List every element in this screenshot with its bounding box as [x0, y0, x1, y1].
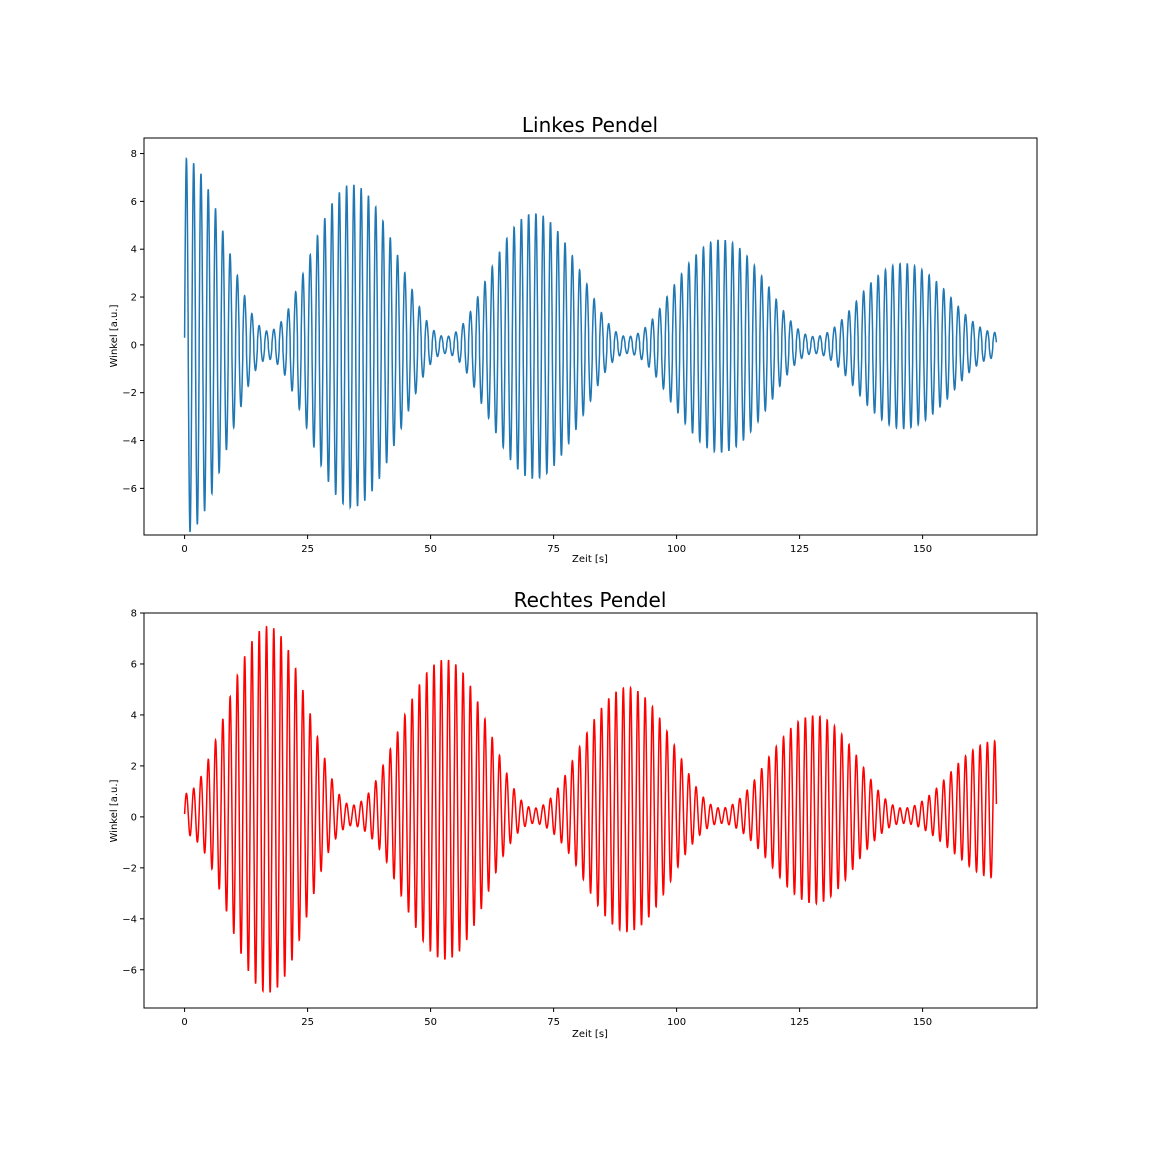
series-line-0 — [183, 625, 998, 994]
x-axis-label: Zeit [s] — [572, 554, 608, 565]
x-tick-label: 125 — [790, 544, 809, 555]
y-tick-label: 6 — [131, 197, 137, 208]
y-tick-label: 4 — [131, 245, 137, 256]
x-tick-label: 25 — [301, 544, 314, 555]
subplot-linkes-pendel: Linkes Pendel 0 25 50 75 100 125 150 −6 −4 −2 0 2 4… — [109, 113, 1038, 565]
axes-frame — [143, 137, 1038, 536]
plot-area — [183, 625, 998, 994]
x-tick-label: 125 — [790, 1017, 809, 1028]
y-tick-label: −2 — [122, 388, 137, 399]
y-tick-label: 0 — [131, 812, 137, 823]
x-axis-ticks: 0 25 50 75 100 125 150 — [181, 535, 932, 555]
x-tick-label: 150 — [913, 1017, 932, 1028]
x-tick-label: 0 — [181, 544, 187, 555]
x-tick-label: 50 — [424, 544, 437, 555]
y-tick-label: −6 — [122, 484, 137, 495]
x-tick-label: 150 — [913, 544, 932, 555]
chart-title: Rechtes Pendel — [514, 588, 667, 612]
x-tick-label: 50 — [424, 1017, 437, 1028]
y-tick-label: 8 — [131, 149, 137, 160]
x-tick-label: 75 — [547, 1017, 560, 1028]
x-tick-label: 100 — [667, 544, 686, 555]
y-axis-label: Winkel [a.u.] — [109, 304, 120, 367]
y-axis-label: Winkel [a.u.] — [109, 779, 120, 842]
x-axis-ticks: 0 25 50 75 100 125 150 — [181, 1008, 932, 1028]
y-tick-label: 8 — [131, 609, 137, 620]
y-tick-label: −6 — [122, 965, 137, 976]
chart-title: Linkes Pendel — [522, 113, 658, 137]
y-tick-label: −2 — [122, 863, 137, 874]
y-tick-label: −4 — [122, 914, 137, 925]
plot-area — [183, 157, 998, 533]
y-axis-ticks: −6 −4 −2 0 2 4 6 8 — [122, 149, 144, 495]
x-tick-label: 25 — [301, 1017, 314, 1028]
y-tick-label: 6 — [131, 659, 137, 670]
x-axis-label: Zeit [s] — [572, 1029, 608, 1040]
subplot-rechtes-pendel: Rechtes Pendel 0 25 50 75 100 125 150 −6 −4 −2 0 2… — [109, 588, 1038, 1040]
y-tick-label: 0 — [131, 340, 137, 351]
x-tick-label: 100 — [667, 1017, 686, 1028]
x-tick-label: 75 — [547, 544, 560, 555]
y-axis-ticks: −6 −4 −2 0 2 4 6 8 — [122, 609, 144, 976]
axes-frame — [143, 612, 1038, 1009]
y-tick-label: 4 — [131, 710, 137, 721]
y-tick-label: 2 — [131, 761, 137, 772]
x-tick-label: 0 — [181, 1017, 187, 1028]
y-tick-label: −4 — [122, 436, 137, 447]
series-line-0 — [183, 157, 998, 533]
y-tick-label: 2 — [131, 293, 137, 304]
